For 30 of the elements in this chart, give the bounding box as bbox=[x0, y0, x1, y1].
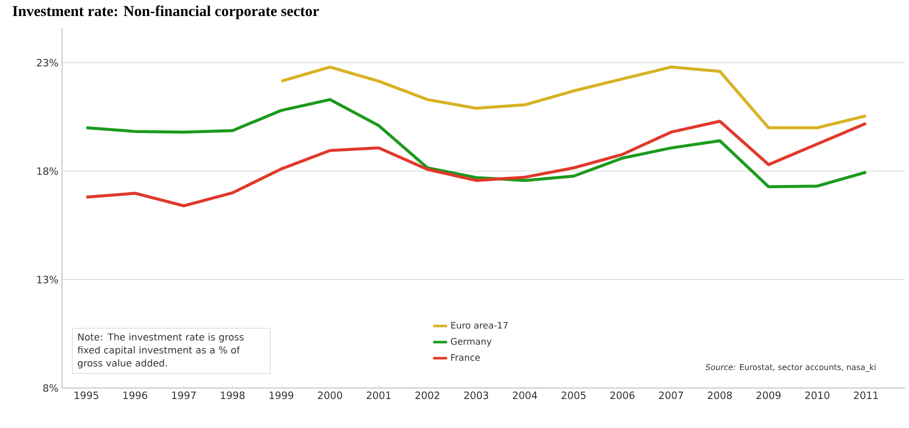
x-tick-label: 2004 bbox=[512, 392, 538, 400]
x-tick-label: 2003 bbox=[464, 392, 488, 400]
x-tick-label: 2007 bbox=[659, 392, 683, 400]
x-tick-label: 1996 bbox=[123, 392, 148, 400]
x-tick-label: 1998 bbox=[220, 392, 245, 400]
annotation: Source: Eurostat, sector accounts, nasa_ki bbox=[706, 364, 876, 372]
line-series bbox=[84, 98, 868, 188]
x-tick-label: 2009 bbox=[756, 392, 781, 400]
y-tick-label: 8% bbox=[43, 384, 58, 392]
x-tick-label: 1999 bbox=[270, 392, 294, 400]
x-tick-label: 1997 bbox=[172, 392, 196, 400]
annotation: Note: The investment rate is gross fixed capital investment as a % of gross value added. bbox=[78, 333, 244, 368]
legend-label: France bbox=[451, 354, 480, 361]
y-tick-label: 13% bbox=[37, 276, 58, 284]
y-tick-label: 18% bbox=[37, 167, 58, 175]
x-tick-label: 2002 bbox=[415, 392, 440, 400]
y-tick-label: 23% bbox=[36, 58, 58, 66]
x-tick-label: 2010 bbox=[805, 392, 830, 400]
x-tick-label: 2011 bbox=[854, 392, 878, 400]
x-tick-label: 2008 bbox=[708, 392, 732, 400]
line-series bbox=[84, 120, 868, 208]
x-tick-label: 2000 bbox=[318, 392, 342, 400]
line-series bbox=[280, 66, 868, 130]
x-tick-label: 2001 bbox=[366, 392, 391, 400]
x-tick-label: 2006 bbox=[610, 392, 634, 400]
legend-label: Euro area-17 bbox=[451, 322, 508, 329]
x-tick-label: 1995 bbox=[74, 392, 98, 400]
chart-title: Investment rate: Non-financial corporate sector bbox=[12, 5, 319, 20]
legend-label: Germany bbox=[450, 338, 492, 347]
x-tick-label: 2005 bbox=[562, 392, 586, 400]
